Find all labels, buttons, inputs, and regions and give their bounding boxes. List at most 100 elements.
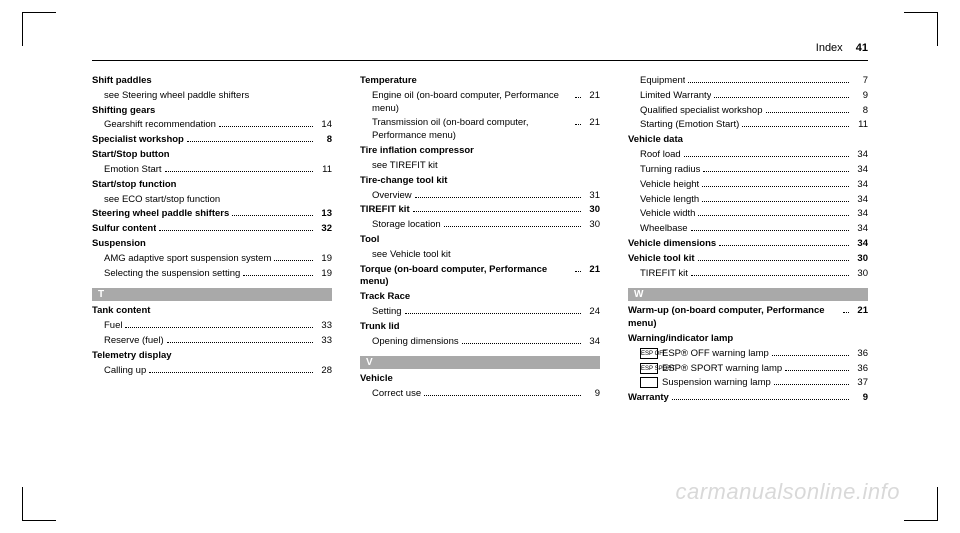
index-entry: Calling up28 bbox=[92, 365, 332, 378]
page-ref: 24 bbox=[584, 306, 600, 319]
leader-dots bbox=[672, 394, 849, 401]
index-label: ESP SPORTESP® SPORT warning lamp bbox=[640, 363, 782, 376]
index-label: Sulfur content bbox=[92, 223, 156, 236]
index-entry: Tool bbox=[360, 234, 600, 247]
page-ref: 8 bbox=[316, 134, 332, 147]
index-row: Storage location30 bbox=[372, 219, 600, 232]
index-row: Transmission oil (on-board computer, Per… bbox=[372, 117, 600, 143]
index-label: Calling up bbox=[104, 365, 146, 378]
page-ref: 34 bbox=[852, 164, 868, 177]
index-entry: Start/Stop button bbox=[92, 149, 332, 162]
index-row: Vehicle length34 bbox=[640, 194, 868, 207]
indicator-icon bbox=[640, 377, 658, 388]
index-entry: Reserve (fuel)33 bbox=[92, 335, 332, 348]
index-entry: Track Race bbox=[360, 291, 600, 304]
index-entry: Suspension bbox=[92, 238, 332, 251]
index-row: Vehicle dimensions34 bbox=[628, 238, 868, 251]
leader-dots bbox=[698, 210, 849, 217]
index-entry: Qualified specialist workshop8 bbox=[628, 105, 868, 118]
leader-dots bbox=[691, 224, 849, 231]
index-entry: ESP SPORTESP® SPORT warning lamp 36 bbox=[628, 363, 868, 376]
index-entry: Vehicle height34 bbox=[628, 179, 868, 192]
page-ref: 36 bbox=[852, 363, 868, 376]
index-label: Vehicle height bbox=[640, 179, 699, 192]
index-col-2: TemperatureEngine oil (on-board computer… bbox=[360, 75, 600, 407]
index-entry: Wheelbase34 bbox=[628, 223, 868, 236]
index-label: Vehicle dimensions bbox=[628, 238, 716, 251]
index-label: Opening dimensions bbox=[372, 336, 459, 349]
index-text: ESP® OFF warning lamp bbox=[662, 348, 769, 359]
leader-dots bbox=[165, 165, 313, 172]
index-label: Fuel bbox=[104, 320, 122, 333]
indicator-icon: ESP SPORT bbox=[640, 363, 658, 374]
index-row: Warm-up (on-board computer, Performance … bbox=[628, 305, 868, 331]
index-label: Steering wheel paddle shifters bbox=[92, 208, 229, 221]
index-entry: Vehicle length34 bbox=[628, 194, 868, 207]
index-entry: Fuel33 bbox=[92, 320, 332, 333]
index-entry: Opening dimensions 34 bbox=[360, 336, 600, 349]
index-entry: Sulfur content32 bbox=[92, 223, 332, 236]
corner-mark-tr bbox=[904, 12, 938, 46]
index-entry: TIREFIT kit30 bbox=[628, 268, 868, 281]
index-entry: Tire-change tool kit bbox=[360, 175, 600, 188]
index-label: Limited Warranty bbox=[640, 90, 711, 103]
index-label: Overview bbox=[372, 190, 412, 203]
index-entry: Correct use9 bbox=[360, 388, 600, 401]
page-ref: 7 bbox=[852, 75, 868, 88]
page-ref: 36 bbox=[852, 348, 868, 361]
leader-dots bbox=[698, 254, 849, 261]
leader-dots bbox=[575, 119, 581, 126]
page-ref: 34 bbox=[584, 336, 600, 349]
index-row: ESP OFF ESP® OFF warning lamp 36 bbox=[640, 348, 868, 361]
index-entry: Vehicle data bbox=[628, 134, 868, 147]
index-row: TIREFIT kit30 bbox=[360, 204, 600, 217]
index-entry: Gearshift recommendation 14 bbox=[92, 119, 332, 132]
index-entry: Setting24 bbox=[360, 306, 600, 319]
index-label: Selecting the suspension setting bbox=[104, 268, 240, 281]
page-ref: 21 bbox=[584, 90, 600, 103]
index-entry: see Vehicle tool kit bbox=[360, 249, 600, 262]
index-entry: see Steering wheel paddle shifters bbox=[92, 90, 332, 103]
index-row: Reserve (fuel)33 bbox=[104, 335, 332, 348]
index-entry: Selecting the suspension setting 19 bbox=[92, 268, 332, 281]
index-row: Setting24 bbox=[372, 306, 600, 319]
page-ref: 14 bbox=[316, 119, 332, 132]
index-row: Vehicle width34 bbox=[640, 208, 868, 221]
corner-mark-bl bbox=[22, 487, 56, 521]
index-columns: Shift paddlessee Steering wheel paddle s… bbox=[92, 75, 868, 407]
index-entry: see TIREFIT kit bbox=[360, 160, 600, 173]
leader-dots bbox=[243, 269, 313, 276]
index-row: Torque (on-board computer, Performance m… bbox=[360, 264, 600, 290]
index-row: Fuel33 bbox=[104, 320, 332, 333]
page-ref: 13 bbox=[316, 208, 332, 221]
leader-dots bbox=[575, 265, 581, 272]
leader-dots bbox=[413, 206, 581, 213]
index-label: Gearshift recommendation bbox=[104, 119, 216, 132]
index-entry: Engine oil (on-board computer, Performan… bbox=[360, 90, 600, 116]
index-label: Vehicle width bbox=[640, 208, 695, 221]
page-ref: 34 bbox=[852, 149, 868, 162]
page-ref: 31 bbox=[584, 190, 600, 203]
page-ref: 19 bbox=[316, 268, 332, 281]
index-row: Opening dimensions 34 bbox=[372, 336, 600, 349]
corner-mark-tl bbox=[22, 12, 56, 46]
index-entry: Tire inflation compressor bbox=[360, 145, 600, 158]
page-ref: 30 bbox=[852, 268, 868, 281]
index-entry: Start/stop function bbox=[92, 179, 332, 192]
index-row: Correct use9 bbox=[372, 388, 600, 401]
leader-dots bbox=[684, 150, 849, 157]
leader-dots bbox=[232, 210, 313, 217]
index-text: Suspension warning lamp bbox=[662, 377, 771, 388]
page-ref: 9 bbox=[584, 388, 600, 401]
index-row: Qualified specialist workshop8 bbox=[640, 105, 868, 118]
index-label: AMG adaptive sport suspension system bbox=[104, 253, 271, 266]
index-label: Equipment bbox=[640, 75, 685, 88]
leader-dots bbox=[785, 364, 849, 371]
index-row: Steering wheel paddle shifters 13 bbox=[92, 208, 332, 221]
index-label: Specialist workshop bbox=[92, 134, 184, 147]
index-entry: Trunk lid bbox=[360, 321, 600, 334]
index-col-3: Equipment7Limited Warranty9Qualified spe… bbox=[628, 75, 868, 407]
indicator-icon: ESP OFF bbox=[640, 348, 658, 359]
page-ref: 33 bbox=[316, 335, 332, 348]
leader-dots bbox=[766, 106, 849, 113]
